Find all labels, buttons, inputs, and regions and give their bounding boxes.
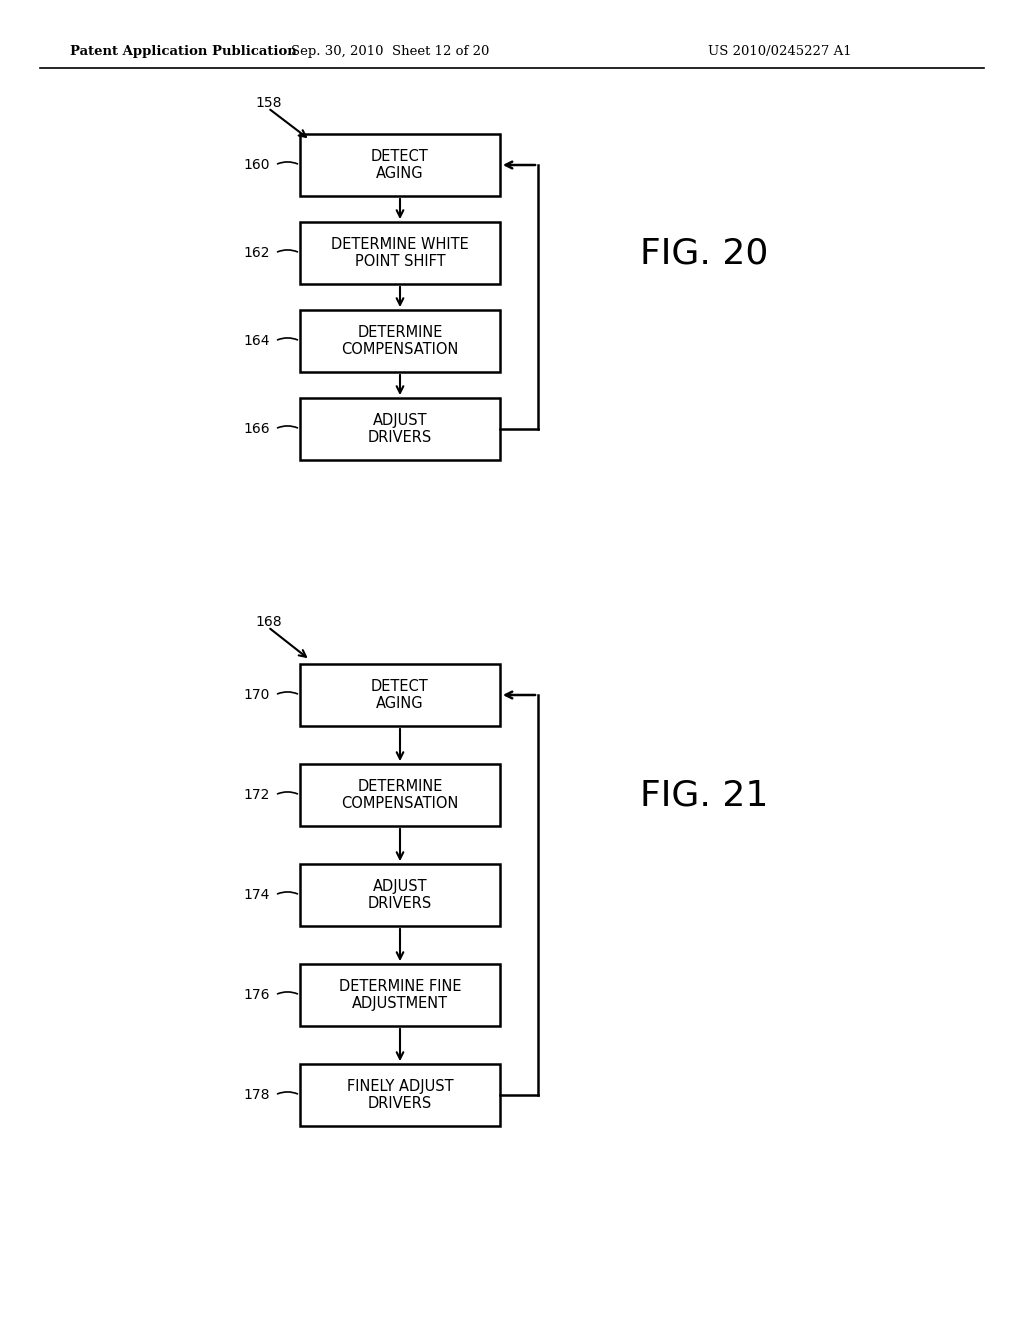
Text: 172: 172 [244,788,270,803]
Text: DETERMINE
COMPENSATION: DETERMINE COMPENSATION [341,779,459,812]
Text: DETECT
AGING: DETECT AGING [371,678,429,711]
Text: 178: 178 [244,1088,270,1102]
Text: Sep. 30, 2010  Sheet 12 of 20: Sep. 30, 2010 Sheet 12 of 20 [291,45,489,58]
Bar [300,964,500,1026]
Text: 160: 160 [244,158,270,172]
Text: 162: 162 [244,246,270,260]
Bar [300,222,500,284]
Bar [300,865,500,927]
Text: FINELY ADJUST
DRIVERS: FINELY ADJUST DRIVERS [347,1078,454,1111]
Text: DETERMINE
COMPENSATION: DETERMINE COMPENSATION [341,325,459,358]
Text: DETECT
AGING: DETECT AGING [371,149,429,181]
Text: 164: 164 [244,334,270,348]
Text: ADJUST
DRIVERS: ADJUST DRIVERS [368,413,432,445]
Text: ADJUST
DRIVERS: ADJUST DRIVERS [368,879,432,911]
Text: 166: 166 [244,422,270,436]
Bar [300,764,500,826]
Text: DETERMINE WHITE
POINT SHIFT: DETERMINE WHITE POINT SHIFT [331,236,469,269]
Text: Patent Application Publication: Patent Application Publication [70,45,297,58]
Bar [300,664,500,726]
Bar [300,1064,500,1126]
Bar [300,135,500,195]
Text: DETERMINE FINE
ADJUSTMENT: DETERMINE FINE ADJUSTMENT [339,979,461,1011]
Text: 176: 176 [244,987,270,1002]
Text: 168: 168 [255,615,282,630]
Text: 158: 158 [255,96,282,110]
Text: 170: 170 [244,688,270,702]
Bar [300,399,500,459]
Text: FIG. 20: FIG. 20 [640,236,768,271]
Bar [300,310,500,372]
Text: FIG. 21: FIG. 21 [640,777,768,812]
Text: 174: 174 [244,888,270,902]
Text: US 2010/0245227 A1: US 2010/0245227 A1 [709,45,852,58]
